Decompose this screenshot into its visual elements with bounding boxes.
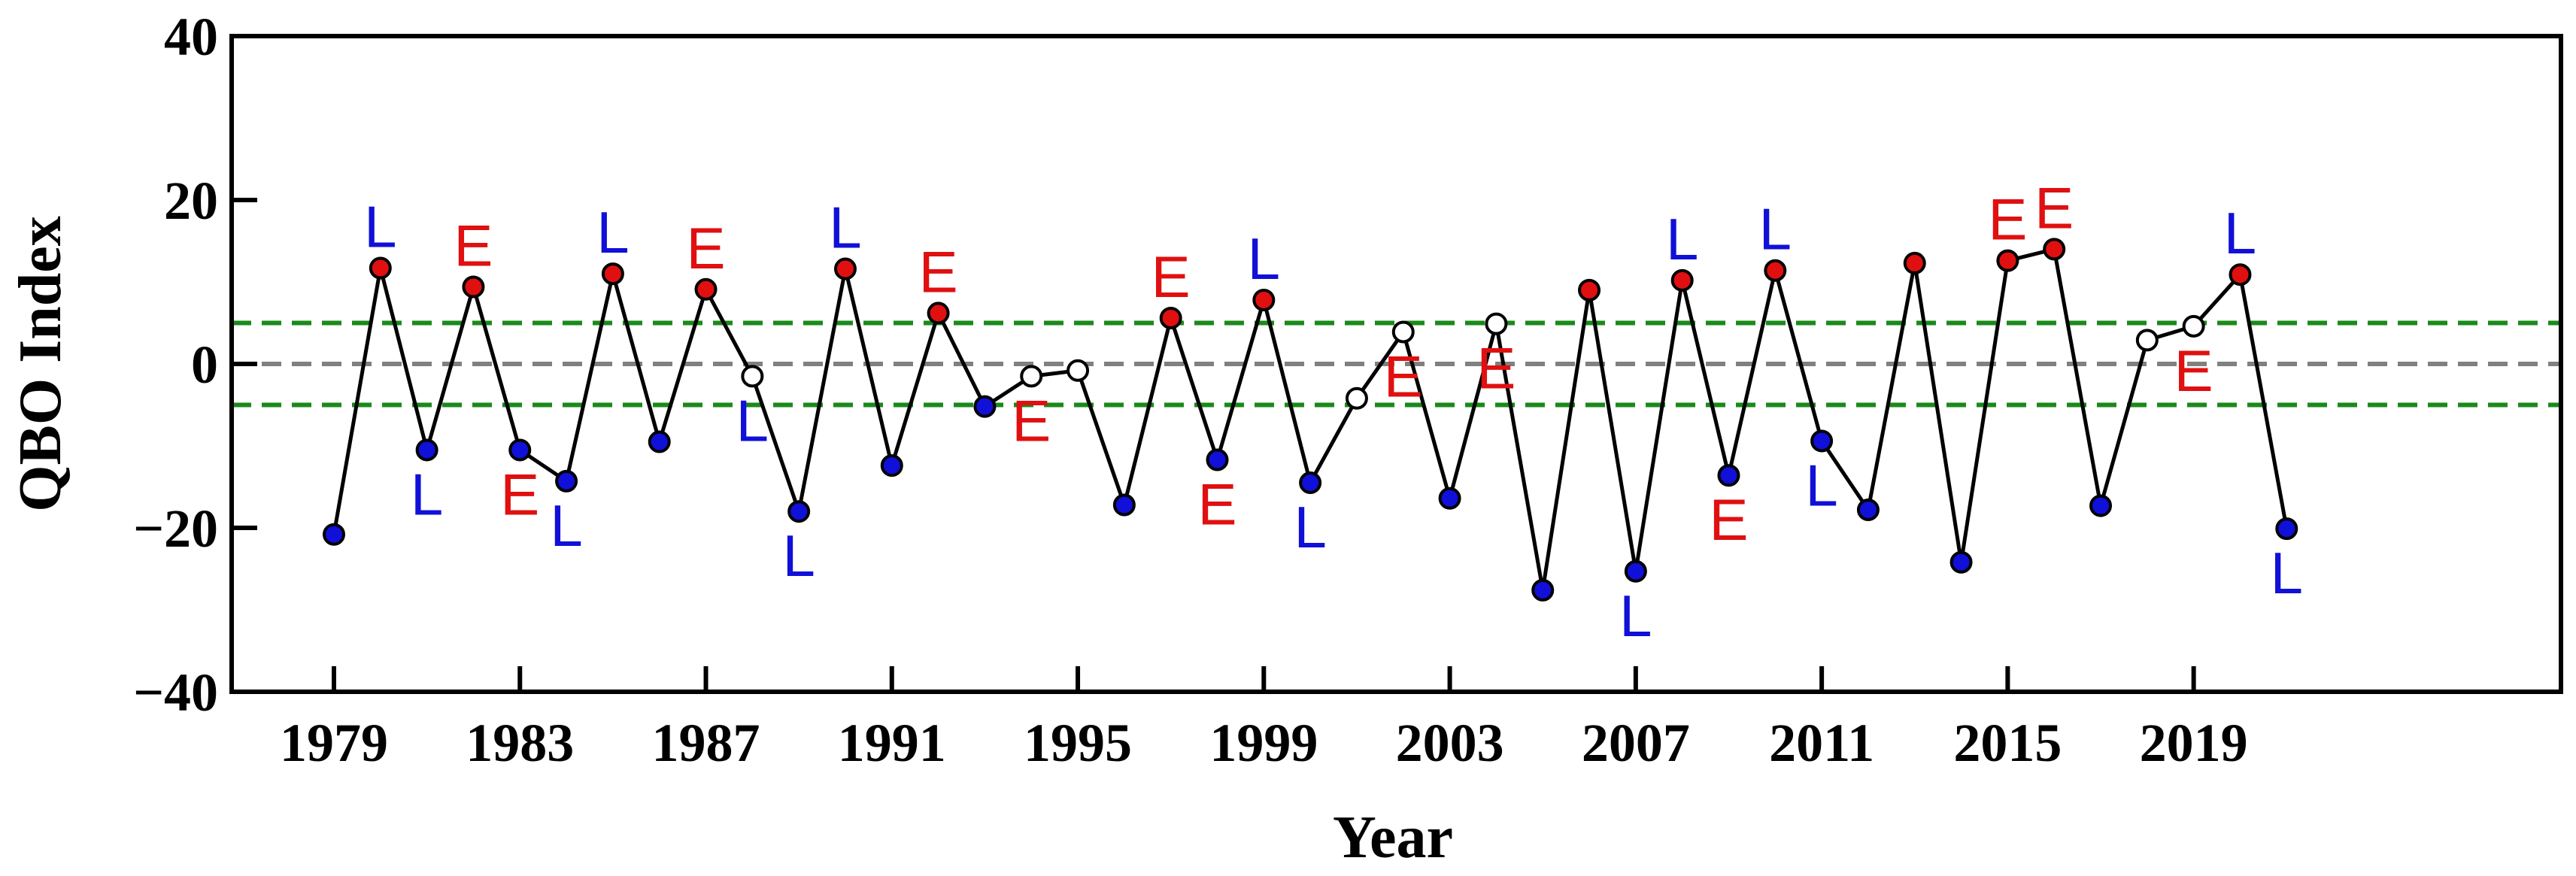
data-point (2135, 329, 2159, 352)
data-point (787, 500, 811, 523)
data-point (1856, 499, 1880, 522)
data-point (1067, 359, 1090, 382)
data-point (2182, 314, 2205, 338)
x-axis-title: Year (1333, 805, 1453, 871)
data-point (1903, 251, 1926, 274)
phase-label: E (2034, 174, 2074, 241)
data-point (1252, 288, 1276, 311)
x-tick-label: 1995 (1024, 713, 1132, 773)
x-tick-label: 1987 (652, 713, 760, 773)
y-axis-title: QBO Index (8, 216, 74, 511)
data-point (508, 438, 532, 462)
data-point (648, 430, 671, 453)
y-tick-label: −20 (133, 499, 218, 559)
data-point (1531, 578, 1555, 602)
data-point (2043, 238, 2066, 261)
data-point (1949, 550, 1973, 574)
phase-label: L (736, 387, 769, 453)
phase-label: L (1805, 452, 1837, 518)
data-point (462, 275, 485, 299)
data-point (1438, 486, 1461, 510)
phase-label: L (596, 199, 629, 265)
data-point (1485, 312, 1508, 335)
data-point (973, 395, 997, 418)
data-point (1020, 365, 1043, 388)
data-point (1345, 386, 1368, 410)
phase-label: E (919, 238, 958, 305)
phase-label: L (1619, 583, 1652, 649)
x-tick-label: 2015 (1953, 713, 2062, 773)
phase-label: L (2224, 200, 2256, 266)
data-point (927, 302, 950, 325)
phase-label: E (687, 215, 726, 281)
data-point (1624, 559, 1647, 583)
data-point (1299, 471, 1322, 495)
data-point (601, 262, 624, 286)
x-tick-label: 2011 (1769, 713, 1874, 773)
phase-label: L (1294, 494, 1326, 560)
data-point (415, 438, 438, 462)
phase-label: E (1988, 186, 2027, 253)
phase-label: E (500, 461, 539, 527)
phase-label: E (2174, 338, 2213, 404)
phase-label: L (829, 195, 861, 261)
phase-label: L (1248, 226, 1280, 292)
data-point (1112, 493, 1136, 517)
phase-label: L (364, 193, 396, 259)
data-point (1810, 429, 1834, 453)
y-tick-label: −40 (133, 662, 218, 723)
x-tick-label: 1991 (838, 713, 946, 773)
phase-label: L (1759, 196, 1792, 262)
data-point (369, 256, 392, 280)
x-tick-label: 1979 (280, 713, 388, 773)
data-point (741, 365, 764, 388)
phase-label: E (1384, 343, 1423, 409)
data-point (2229, 263, 2252, 286)
phase-label: E (1151, 244, 1191, 310)
data-point (1391, 320, 1415, 344)
data-point (1206, 448, 1229, 471)
data-point (2275, 517, 2298, 541)
data-point (1717, 464, 1740, 487)
phase-label: L (1666, 206, 1698, 272)
phase-label: E (1012, 387, 1051, 453)
x-tick-label: 2003 (1396, 713, 1504, 773)
data-point (833, 257, 857, 280)
data-point (322, 523, 345, 546)
data-point (1996, 249, 2019, 272)
data-point (1578, 278, 1601, 302)
data-point (1764, 259, 1787, 282)
data-point (2089, 494, 2113, 517)
phase-label: E (1709, 486, 1748, 553)
y-tick-label: 20 (164, 171, 218, 231)
y-tick-label: 0 (191, 335, 218, 395)
data-point (694, 277, 718, 301)
x-tick-label: 1983 (466, 713, 574, 773)
phase-label: E (1476, 335, 1516, 402)
phase-label: L (411, 461, 443, 527)
phase-label: L (782, 523, 815, 589)
x-tick-label: 2019 (2140, 713, 2248, 773)
phase-label: L (2271, 540, 2303, 606)
x-tick-label: 1999 (1209, 713, 1318, 773)
phase-label: L (550, 493, 582, 559)
plot-area: −40 −20 0 20 40 1979 1983 1987 1991 1995 1999 2003 2… (133, 7, 2563, 773)
data-point (1159, 306, 1182, 329)
phase-label: E (1197, 471, 1236, 538)
data-point (1670, 268, 1694, 292)
data-point (880, 454, 903, 477)
data-point (555, 469, 578, 493)
y-tick-label: 40 (164, 7, 218, 67)
x-tick-label: 2007 (1582, 713, 1690, 773)
phase-label: E (454, 213, 493, 279)
